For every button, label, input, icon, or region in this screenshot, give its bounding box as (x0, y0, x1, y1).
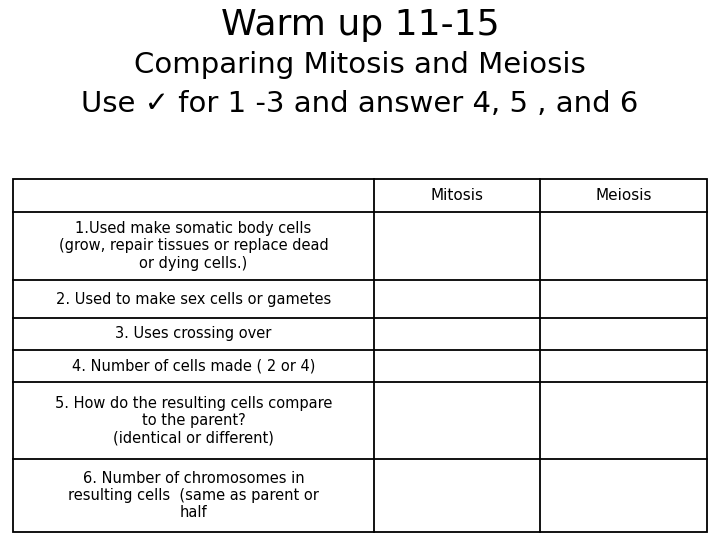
Text: 2. Used to make sex cells or gametes: 2. Used to make sex cells or gametes (55, 292, 331, 307)
Text: 3. Uses crossing over: 3. Uses crossing over (115, 327, 271, 341)
Text: Warm up 11-15: Warm up 11-15 (221, 8, 499, 42)
Text: 1.Used make somatic body cells
(grow, repair tissues or replace dead
or dying ce: 1.Used make somatic body cells (grow, re… (58, 221, 328, 271)
Text: Comparing Mitosis and Meiosis: Comparing Mitosis and Meiosis (134, 51, 586, 79)
Text: Use ✓ for 1 -3 and answer 4, 5 , and 6: Use ✓ for 1 -3 and answer 4, 5 , and 6 (81, 90, 639, 118)
Text: 6. Number of chromosomes in
resulting cells  (same as parent or
half: 6. Number of chromosomes in resulting ce… (68, 470, 319, 521)
Text: Mitosis: Mitosis (431, 188, 484, 203)
Text: 4. Number of cells made ( 2 or 4): 4. Number of cells made ( 2 or 4) (72, 359, 315, 374)
Text: 5. How do the resulting cells compare
to the parent?
(identical or different): 5. How do the resulting cells compare to… (55, 396, 332, 446)
Text: Meiosis: Meiosis (595, 188, 652, 203)
